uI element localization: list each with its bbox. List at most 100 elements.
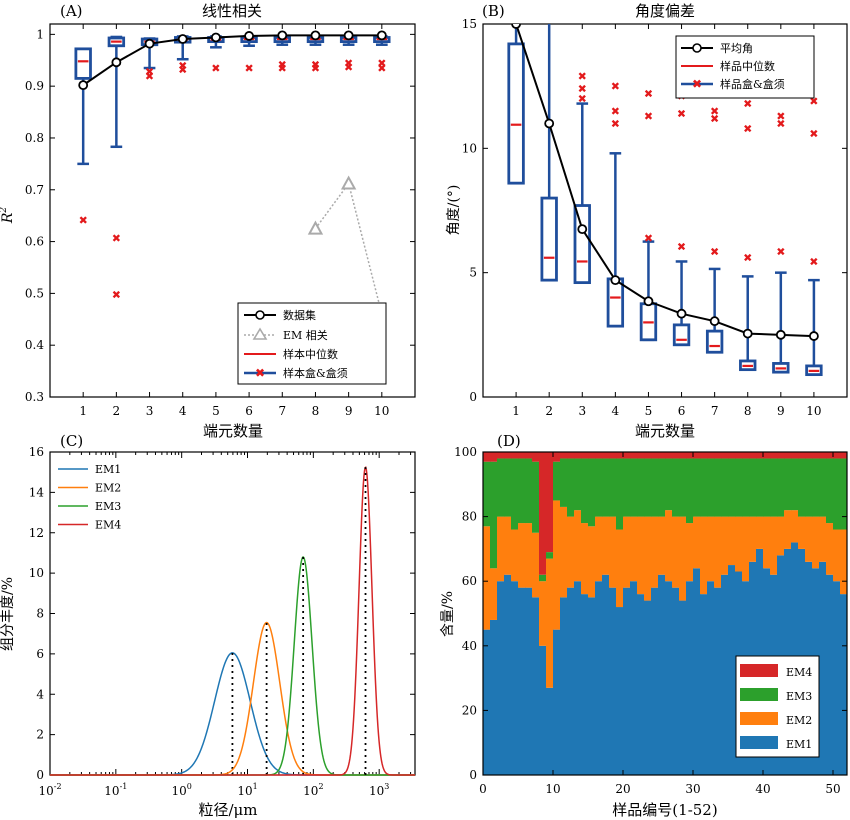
x-tick-label: 30 [685, 782, 700, 796]
x-tick-label-base: 10 [369, 784, 384, 798]
panel-a-plot: 0.30.40.50.60.70.80.911 2 3 4 5 6 7 8 9 10✖✖✖✖✖ ✖✖… [25, 23, 416, 418]
bar-em1-sample-2 [490, 619, 498, 775]
bar-em3-sample-28 [672, 458, 680, 517]
legend-b-mean: 平均角 [720, 42, 753, 55]
outlier-marker: ✖ [211, 62, 220, 75]
bar-em4-sample-37 [735, 452, 743, 459]
bar-em1-sample-23 [637, 594, 645, 775]
panel-a-ylabel: R2 [0, 207, 16, 225]
legend-a-em: EM 相关 [283, 328, 328, 342]
bar-em3-sample-7 [525, 458, 533, 524]
y-tick-label: 2 [36, 728, 44, 742]
bar-em4-sample-45 [791, 452, 799, 459]
legend-b-box: 样品盒&盒须 [720, 77, 785, 91]
panel-a: (A) 线性相关 端元数量 R2 0.30.40.50.60.70.80.911… [0, 2, 416, 440]
bar-em2-sample-1 [483, 526, 491, 630]
outlier-marker: ✖ [145, 70, 154, 83]
box-body [507, 42, 525, 185]
bar-em2-sample-18 [602, 516, 610, 575]
x-tick-label: 8 [744, 404, 752, 418]
box-7: ✖✖✖ [705, 105, 724, 354]
mean-marker [177, 34, 188, 44]
bar-em4-sample-9 [539, 452, 547, 575]
y-tick-label: 0 [469, 768, 477, 782]
x-tick-label: 3 [146, 404, 154, 418]
box-3: ✖✖✖ [573, 70, 591, 285]
bar-em1-sample-26 [658, 574, 666, 775]
bar-em2-sample-27 [665, 510, 673, 582]
x-tick-label: 4 [612, 404, 620, 418]
bar-em1-sample-14 [574, 581, 582, 775]
outlier-marker: ✖ [677, 108, 686, 121]
outlier-marker: ✖ [710, 105, 719, 118]
bar-em3-sample-39 [749, 458, 757, 517]
bar-em1-sample-6 [518, 587, 526, 775]
y-tick-label: 16 [29, 445, 44, 459]
y-tick-label: 14 [29, 485, 45, 499]
bar-em2-sample-8 [532, 532, 540, 598]
bar-em4-sample-29 [679, 452, 687, 459]
bar-em3-sample-48 [812, 458, 820, 517]
mean-marker [244, 31, 254, 41]
bar-em3-sample-44 [784, 458, 792, 511]
x-tick-label: 20 [615, 782, 630, 796]
panel-c-legend: EM1 EM2 EM3 EM4 [58, 463, 121, 532]
bar-em4-sample-38 [742, 452, 750, 459]
bar-em2-sample-35 [721, 516, 729, 575]
outlier-marker: ✖ [278, 62, 287, 75]
legend-d-em3-label: EM3 [786, 690, 812, 703]
bar-em1-sample-1 [483, 629, 491, 775]
mean-marker [544, 118, 555, 129]
bar-em2-sample-48 [812, 516, 820, 569]
mean-marker [277, 30, 288, 41]
bar-em2-sample-44 [784, 510, 792, 549]
legend-d-em1-label: EM1 [786, 738, 812, 751]
bar-em1-sample-21 [623, 587, 631, 775]
y-tick-label: 0.6 [25, 235, 44, 249]
bar-em2-sample-45 [791, 510, 799, 543]
y-tick-label: 40 [462, 639, 477, 653]
x-tick-label: 6 [245, 404, 253, 418]
outlier-marker: ✖ [776, 117, 785, 130]
bar-em2-sample-43 [777, 516, 785, 556]
bar-em2-sample-16 [588, 526, 596, 598]
x-tick-label-exp: -2 [54, 782, 62, 791]
plot-frame [482, 23, 848, 398]
y-tick-label: 0.8 [25, 131, 44, 145]
bar-em4-sample-17 [595, 452, 603, 459]
bar-em4-sample-10 [546, 452, 554, 553]
legend-d-em1-swatch [740, 736, 778, 749]
bar-em4-sample-48 [812, 452, 820, 459]
mean-marker [809, 331, 819, 341]
bar-em3-sample-37 [735, 458, 743, 517]
bar-em3-sample-35 [721, 458, 729, 517]
box-body [573, 204, 591, 285]
bar-em1-sample-13 [567, 587, 575, 775]
outlier-marker: ✖ [377, 62, 386, 75]
bar-em1-sample-16 [588, 597, 596, 775]
bar-em1-sample-27 [665, 581, 673, 775]
bar-em4-sample-23 [637, 452, 645, 459]
bar-em4-sample-44 [784, 452, 792, 459]
bar-em4-sample-46 [798, 452, 806, 459]
bar-em4-sample-33 [707, 452, 715, 459]
bar-em3-sample-24 [644, 458, 652, 517]
bar-em1-sample-29 [679, 600, 687, 775]
mean-marker [610, 275, 621, 286]
y-tick-label: 8 [36, 607, 44, 621]
bar-em4-sample-32 [700, 452, 708, 459]
outlier-marker: ✖ [244, 62, 253, 75]
bar-em3-sample-9 [539, 574, 547, 582]
bar-em4-sample-50 [826, 452, 834, 459]
bar-em4-sample-3 [497, 452, 505, 459]
y-tick-label: 0.7 [25, 183, 44, 197]
x-tick-label: 40 [755, 782, 770, 796]
bar-em3-sample-31 [693, 458, 701, 517]
outlier-marker: ✖ [377, 57, 386, 70]
bar-em2-sample-10 [546, 558, 554, 688]
bar-em4-sample-34 [714, 452, 722, 459]
x-tick-label: 1 [79, 404, 87, 418]
bar-em3-sample-3 [497, 458, 505, 517]
bar-em3-sample-29 [679, 458, 687, 517]
bar-em1-sample-15 [581, 594, 589, 775]
